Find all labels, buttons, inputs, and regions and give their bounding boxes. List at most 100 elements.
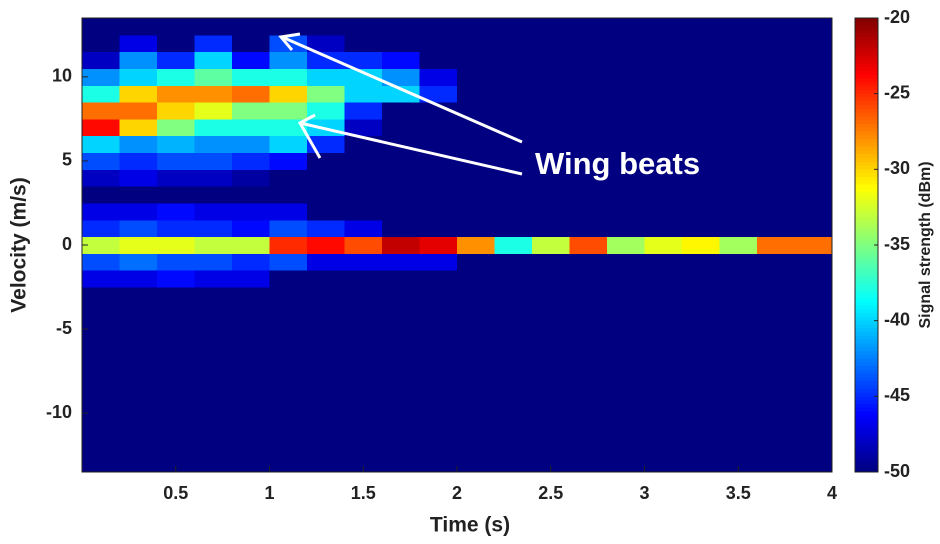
heatmap-cell xyxy=(682,303,720,322)
heatmap-cell xyxy=(794,202,832,221)
colorbar-swatch xyxy=(855,157,878,163)
heatmap-cell xyxy=(682,337,720,355)
heatmap-cell xyxy=(307,51,345,69)
heatmap-cell xyxy=(344,236,383,254)
colorbar-swatch xyxy=(855,210,878,216)
heatmap-cell xyxy=(494,303,533,322)
heatmap-cell xyxy=(382,219,420,238)
heatmap-cell xyxy=(682,85,720,103)
colorbar-swatch xyxy=(855,441,878,447)
heatmap-cell xyxy=(532,287,570,305)
heatmap xyxy=(82,18,832,472)
heatmap-cell xyxy=(569,135,608,154)
heatmap-cell xyxy=(719,303,758,322)
heatmap-cell xyxy=(119,85,158,103)
heatmap-cell xyxy=(532,68,570,86)
heatmap-cell xyxy=(457,118,495,137)
heatmap-cell xyxy=(682,219,720,238)
x-tick-label: 3 xyxy=(639,483,649,503)
colorbar-swatch xyxy=(855,468,878,473)
heatmap-cell xyxy=(607,236,645,254)
heatmap-cell xyxy=(532,169,570,187)
colorbar-swatch xyxy=(855,33,878,38)
heatmap-cell xyxy=(682,354,720,372)
heatmap-cell xyxy=(607,387,645,406)
heatmap-cell xyxy=(382,404,420,423)
heatmap-cell xyxy=(532,320,570,338)
heatmap-cell xyxy=(794,303,832,322)
colorbar-swatch xyxy=(855,97,878,102)
y-tick-label: 5 xyxy=(62,150,72,170)
heatmap-cell xyxy=(119,421,158,439)
heatmap-cell xyxy=(157,287,195,305)
heatmap-cell xyxy=(194,236,233,254)
heatmap-cell xyxy=(119,387,158,406)
heatmap-cell xyxy=(307,236,345,254)
heatmap-cell xyxy=(532,118,570,137)
heatmap-cell xyxy=(194,152,233,170)
colorbar-swatch xyxy=(855,381,878,386)
heatmap-cell xyxy=(307,219,345,238)
heatmap-cell xyxy=(157,421,195,439)
heatmap-cell xyxy=(194,387,233,406)
heatmap-cell xyxy=(119,320,158,338)
heatmap-cell xyxy=(794,455,832,472)
heatmap-cell xyxy=(644,135,683,154)
colorbar-swatch xyxy=(855,305,878,310)
y-axis-label: Velocity (m/s) xyxy=(8,177,31,312)
heatmap-cell xyxy=(532,18,570,36)
heatmap-cell xyxy=(794,169,832,187)
colorbar-swatch xyxy=(855,48,878,53)
heatmap-cell xyxy=(194,169,233,187)
heatmap-cell xyxy=(82,236,120,254)
heatmap-cell xyxy=(382,421,420,439)
colorbar-swatch xyxy=(855,180,878,186)
heatmap-cell xyxy=(232,270,270,288)
heatmap-cell xyxy=(644,253,683,271)
heatmap-cell xyxy=(269,102,308,120)
heatmap-cell xyxy=(719,421,758,439)
heatmap-cell xyxy=(344,421,383,439)
colorbar-swatch xyxy=(855,195,878,201)
heatmap-cell xyxy=(119,404,158,423)
heatmap-cell xyxy=(794,404,832,423)
heatmap-cell xyxy=(757,186,795,204)
heatmap-cell xyxy=(269,85,308,103)
heatmap-cell xyxy=(532,85,570,103)
heatmap-cell xyxy=(82,186,120,204)
colorbar-swatch xyxy=(855,309,878,314)
heatmap-cell xyxy=(644,85,683,103)
heatmap-cell xyxy=(419,169,458,187)
heatmap-cell xyxy=(569,421,608,439)
colorbar-swatch xyxy=(855,120,878,125)
heatmap-cell xyxy=(682,152,720,170)
heatmap-cell xyxy=(682,287,720,305)
heatmap-cell xyxy=(194,320,233,338)
heatmap-cell xyxy=(419,34,458,53)
heatmap-cell xyxy=(157,34,195,53)
colorbar-swatch xyxy=(855,222,878,227)
heatmap-cell xyxy=(419,219,458,238)
heatmap-cell xyxy=(344,253,383,271)
heatmap-cell xyxy=(607,152,645,170)
annotation: Wing beats xyxy=(535,146,700,181)
heatmap-cell xyxy=(269,135,308,154)
heatmap-cell xyxy=(719,68,758,86)
colorbar-swatch xyxy=(855,422,878,428)
heatmap-cell xyxy=(457,135,495,154)
heatmap-cell xyxy=(119,186,158,204)
heatmap-cell xyxy=(194,455,233,472)
heatmap-cell xyxy=(457,51,495,69)
heatmap-cell xyxy=(382,85,420,103)
heatmap-cell xyxy=(419,387,458,406)
colorbar-swatch xyxy=(855,464,878,469)
heatmap-cell xyxy=(232,287,270,305)
heatmap-cell xyxy=(719,102,758,120)
colorbar-swatch xyxy=(855,127,878,133)
heatmap-cell xyxy=(82,85,120,103)
heatmap-cell xyxy=(494,186,533,204)
heatmap-cell xyxy=(419,85,458,103)
heatmap-cell xyxy=(494,219,533,238)
heatmap-cell xyxy=(644,34,683,53)
heatmap-cell xyxy=(344,387,383,406)
